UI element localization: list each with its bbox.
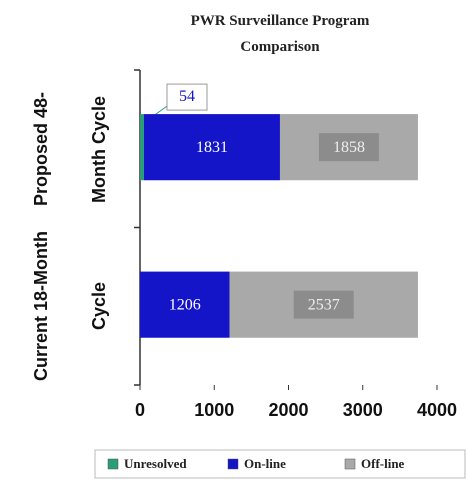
value-label-box xyxy=(318,133,379,162)
value-label-box xyxy=(293,290,354,319)
legend-swatch xyxy=(107,458,119,470)
category-label-box: Proposed 48-Month Cycle xyxy=(31,91,109,206)
callout-box xyxy=(166,83,208,111)
x-tick-label: 4000 xyxy=(417,400,457,420)
legend-label: Unresolved xyxy=(124,456,187,471)
chart-title: PWR Surveillance Program Comparison xyxy=(190,13,370,55)
category-label: Proposed 48-Month Cycle xyxy=(31,91,109,206)
bar-segment xyxy=(144,114,280,181)
legend-label: Off-line xyxy=(361,456,405,471)
value-label: 1206 xyxy=(169,296,201,313)
bar-segment xyxy=(140,114,145,181)
legend-box xyxy=(94,449,466,479)
value-label: 2537 xyxy=(308,296,340,313)
category-label: Current 18-Month Cycle xyxy=(31,231,109,382)
x-tick-label: 0 xyxy=(135,400,145,420)
x-tick-label: 1000 xyxy=(194,400,234,420)
legend-swatch xyxy=(227,458,239,470)
category-label-box: Current 18-Month Cycle xyxy=(31,231,109,382)
value-label: 1858 xyxy=(333,139,365,156)
legend-swatch xyxy=(344,458,356,470)
value-label: 1831 xyxy=(196,139,228,156)
x-tick-label: 3000 xyxy=(343,400,383,420)
title-box: PWR Surveillance Program Comparison xyxy=(190,13,370,55)
legend-label: On-line xyxy=(244,456,286,471)
bar-segment xyxy=(140,271,230,338)
value-label: 54 xyxy=(179,88,195,105)
x-tick-label: 2000 xyxy=(268,400,308,420)
